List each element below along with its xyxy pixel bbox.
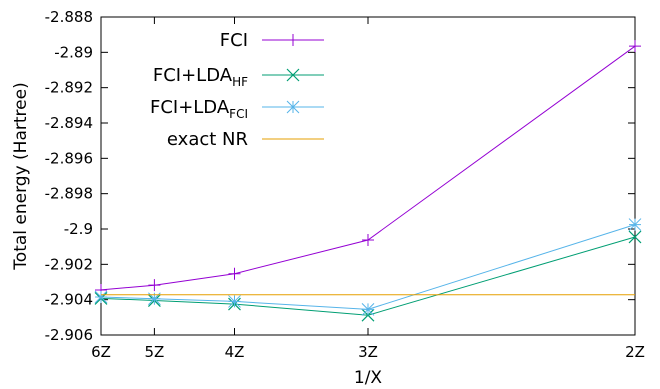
data-point-star xyxy=(628,218,642,231)
legend-label: FCI+LDAHF xyxy=(153,65,248,89)
data-point-star xyxy=(94,290,108,304)
x-tick-label: 3Z xyxy=(358,343,378,361)
legend-label-main: exact NR xyxy=(167,129,248,150)
y-axis-ticks: -2.888 -2.89 -2.892 -2.894 -2.896 -2.898 -2.9 -… xyxy=(45,8,635,344)
y-axis-label: Total energy (Hartree) xyxy=(11,82,31,270)
y-tick-label: -2.9 xyxy=(64,220,93,238)
y-tick-label: -2.894 xyxy=(45,114,93,132)
series-layer xyxy=(94,40,642,322)
data-point-plus xyxy=(629,40,641,53)
x-axis-ticks: 6Z 5Z 4Z 3Z 2Z xyxy=(91,17,645,361)
y-tick-label: -2.892 xyxy=(45,79,93,97)
y-tick-label: -2.904 xyxy=(45,291,93,309)
y-tick-label: -2.898 xyxy=(45,185,93,203)
data-point-plus xyxy=(148,279,161,292)
legend-label: FCI xyxy=(220,30,248,51)
x-tick-label: 4Z xyxy=(225,343,245,361)
data-point-plus xyxy=(287,34,299,46)
x-tick-label: 2Z xyxy=(625,343,645,361)
data-point-star xyxy=(148,292,161,306)
data-point-plus xyxy=(228,267,241,280)
x-axis-label: 1/X xyxy=(354,368,383,388)
y-tick-label: -2.89 xyxy=(54,43,93,61)
legend-label-subscript: FCI xyxy=(229,107,248,121)
y-tick-label: -2.888 xyxy=(45,8,93,26)
data-point-star xyxy=(286,100,300,114)
x-tick-label: 5Z xyxy=(144,343,164,361)
x-tick-label: 6Z xyxy=(91,343,111,361)
legend-label-main: FCI xyxy=(220,30,248,51)
data-point-x xyxy=(286,68,300,82)
data-point-star xyxy=(361,303,375,316)
legend-label: FCI+LDAFCI xyxy=(150,97,248,121)
legend-label: exact NR xyxy=(167,129,248,150)
data-point-x xyxy=(628,230,642,244)
data-point-plus xyxy=(361,233,374,246)
legend-label-main: FCI+LDA xyxy=(153,65,233,86)
y-tick-label: -2.906 xyxy=(45,326,93,344)
data-point-star xyxy=(228,295,241,308)
y-tick-label: -2.896 xyxy=(45,149,93,167)
legend-label-main: FCI+LDA xyxy=(150,97,230,118)
legend-label-subscript: HF xyxy=(232,75,248,89)
y-tick-label: -2.902 xyxy=(45,255,93,273)
